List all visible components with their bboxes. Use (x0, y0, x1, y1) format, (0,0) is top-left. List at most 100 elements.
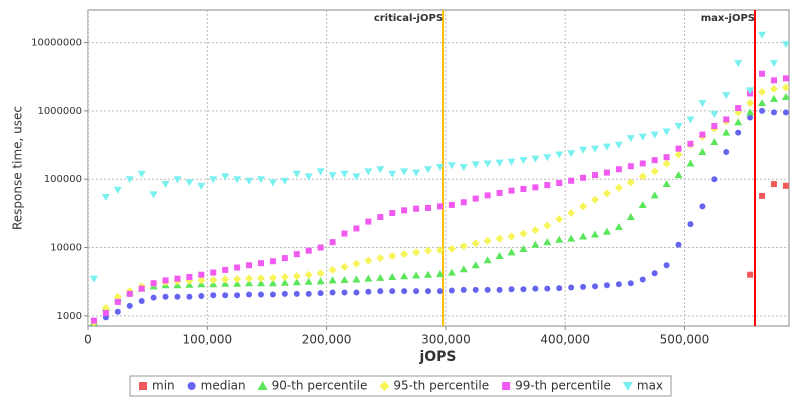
point (483, 256, 492, 264)
legend-label: 95-th percentile (393, 379, 489, 393)
point (388, 170, 397, 178)
point (759, 70, 766, 77)
point (603, 169, 610, 176)
point (221, 275, 230, 284)
point (340, 170, 349, 178)
point (614, 183, 623, 192)
point (627, 280, 634, 287)
point (531, 240, 540, 248)
point (483, 160, 492, 168)
point (675, 241, 682, 248)
point (162, 293, 169, 300)
point (592, 172, 599, 179)
point (435, 269, 444, 277)
point (292, 278, 301, 286)
point (234, 292, 241, 299)
x-tick-label: 0 (84, 333, 92, 347)
point (281, 255, 288, 262)
point (555, 215, 564, 224)
legend-marker (187, 382, 196, 390)
point (662, 128, 671, 136)
point (101, 193, 110, 201)
point (365, 218, 372, 225)
point (508, 286, 515, 293)
point (150, 280, 157, 287)
point (698, 100, 707, 108)
point (781, 41, 789, 49)
point (280, 278, 289, 286)
point (602, 143, 611, 151)
point (495, 234, 504, 243)
point (126, 302, 133, 309)
point (388, 252, 397, 261)
point (340, 262, 349, 271)
point (412, 271, 421, 279)
point (698, 148, 707, 156)
point (734, 60, 743, 68)
point (365, 288, 372, 295)
point (568, 284, 575, 291)
point (436, 288, 443, 295)
point (198, 271, 205, 278)
point (388, 273, 397, 281)
point (352, 173, 361, 181)
point (364, 256, 373, 265)
point (317, 290, 324, 297)
point (626, 212, 635, 220)
point (447, 244, 456, 253)
point (447, 268, 456, 276)
point (519, 229, 528, 238)
point (568, 177, 575, 184)
point (424, 166, 433, 174)
point (699, 131, 706, 138)
point (723, 149, 730, 156)
point (113, 186, 122, 194)
legend-marker (139, 382, 147, 390)
point (602, 189, 611, 198)
point (138, 297, 145, 304)
point (591, 195, 600, 204)
point (650, 167, 659, 176)
point (556, 180, 563, 187)
point (579, 232, 588, 240)
point (389, 288, 396, 295)
point (638, 133, 647, 141)
point (328, 265, 337, 274)
point (699, 203, 706, 210)
point (747, 271, 754, 278)
x-tick-label: 500,000 (660, 333, 710, 347)
point (328, 172, 337, 180)
point (508, 187, 515, 194)
point (126, 290, 133, 297)
point (711, 176, 718, 183)
point (531, 155, 540, 163)
y-axis-label: Response time, usec (11, 106, 25, 230)
point (424, 246, 433, 255)
x-tick-label: 400,000 (540, 333, 590, 347)
point (425, 204, 432, 211)
point (174, 275, 181, 282)
x-axis-label: jOPS (418, 349, 456, 365)
point (459, 242, 468, 251)
point (304, 277, 313, 285)
point (603, 282, 610, 289)
point (268, 279, 277, 287)
point (221, 173, 230, 181)
legend-marker (257, 381, 268, 390)
point (173, 176, 182, 184)
point (137, 170, 146, 178)
point (626, 135, 635, 143)
point (256, 274, 265, 283)
point (292, 170, 301, 178)
point (519, 157, 528, 165)
x-tick-label: 300,000 (421, 333, 471, 347)
point (233, 275, 242, 284)
point (389, 210, 396, 217)
point (435, 246, 444, 255)
point (376, 166, 385, 174)
point (435, 164, 444, 172)
point (663, 262, 670, 269)
point (769, 60, 778, 68)
point (507, 248, 516, 256)
